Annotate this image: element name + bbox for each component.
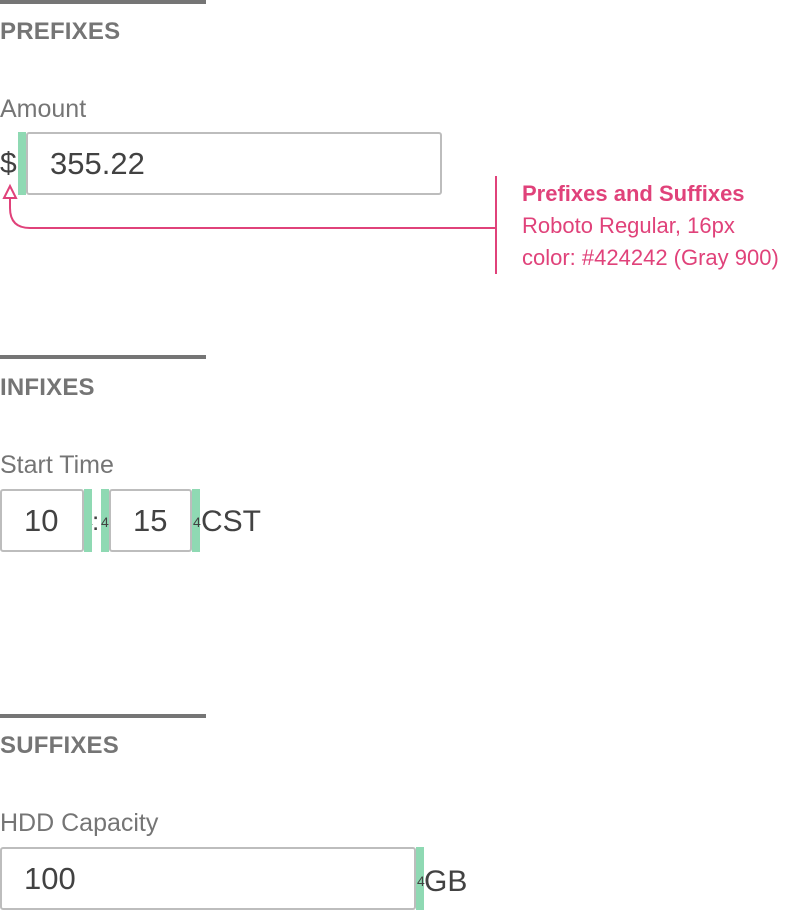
infix-spacing-right-value: 4	[101, 514, 109, 530]
prefixes-divider	[0, 0, 206, 4]
annotation-font: Roboto Regular, 16px	[522, 213, 735, 238]
arrow-up-icon	[2, 183, 18, 199]
amount-label: Amount	[0, 95, 87, 123]
amount-input[interactable]: 355.22	[26, 132, 442, 195]
infixes-divider	[0, 355, 206, 359]
annotation-title: Prefixes and Suffixes	[522, 181, 745, 206]
suffix-spacing-value: 4	[417, 873, 425, 889]
infixes-heading: INFIXES	[0, 374, 95, 401]
hdd-capacity-input[interactable]: 100	[0, 847, 416, 910]
suffixes-divider	[0, 714, 206, 718]
time-separator: :	[92, 506, 100, 536]
cst-spacing-value: 4	[193, 514, 201, 530]
start-time-label: Start Time	[0, 451, 114, 479]
cst-spacer-marker	[192, 489, 200, 552]
hours-input[interactable]: 10	[0, 489, 84, 552]
infix-spacer-left-marker	[84, 489, 92, 552]
infix-spacer-right-marker	[101, 489, 109, 552]
timezone-suffix: CST	[201, 505, 261, 538]
suffixes-heading: SUFFIXES	[0, 732, 119, 759]
annotation-color: color: #424242 (Gray 900)	[522, 245, 779, 270]
prefixes-heading: PREFIXES	[0, 18, 121, 45]
dollar-prefix: $	[0, 147, 17, 180]
minutes-input[interactable]: 15	[109, 489, 192, 552]
hdd-capacity-label: HDD Capacity	[0, 809, 159, 837]
prefix-spacer-marker	[18, 132, 26, 195]
gb-suffix: GB	[424, 865, 468, 898]
suffix-spacer-marker	[416, 847, 424, 910]
